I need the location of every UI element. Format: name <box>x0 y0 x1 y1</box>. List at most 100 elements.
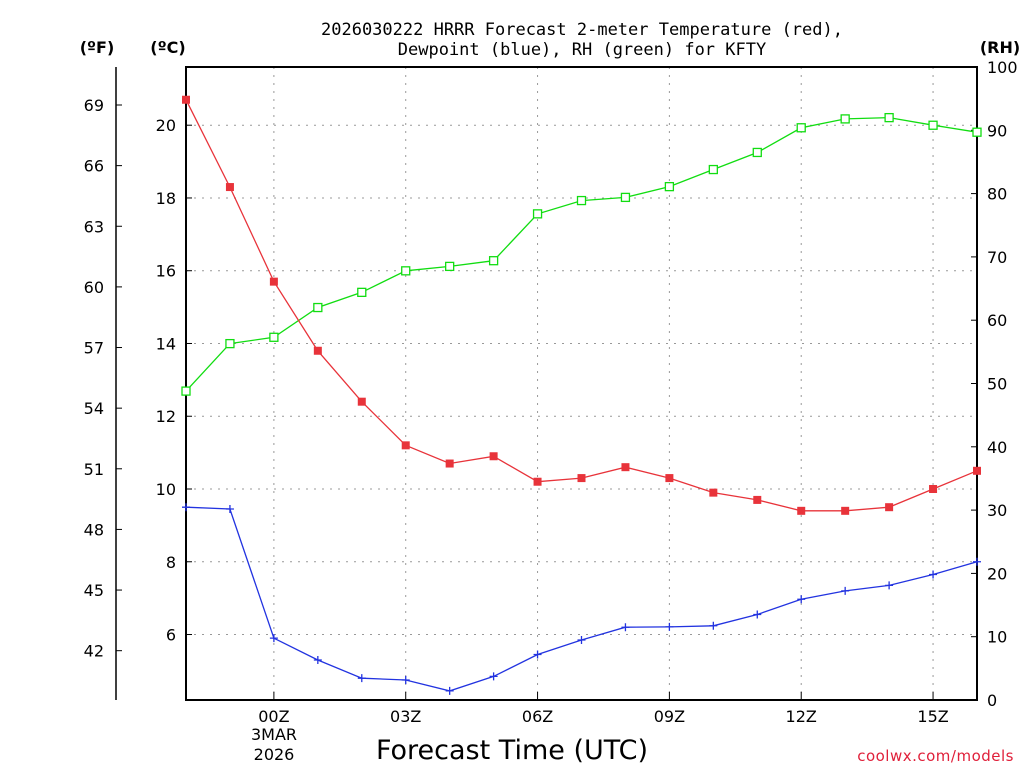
dewpoint-line <box>185 506 978 692</box>
dewpoint-point <box>489 672 498 681</box>
temperature-point <box>709 488 718 497</box>
temperature-point <box>841 506 850 515</box>
rh-point <box>488 256 499 266</box>
rh-tick-label: 30 <box>987 501 1007 520</box>
temperature-point <box>665 474 674 483</box>
celsius-tick-label: 16 <box>156 262 176 281</box>
fahrenheit-tick-label: 45 <box>84 581 104 600</box>
celsius-axis: 6 8 10 12 14 16 18 20 <box>156 116 192 645</box>
rh-tick-label: 0 <box>987 691 997 710</box>
fahrenheit-tick-label: 69 <box>84 96 104 115</box>
time-tick-label: 03Z <box>390 707 421 726</box>
dewpoint-point <box>577 635 586 644</box>
fahrenheit-axis: 42 45 48 51 54 57 60 63 66 69 <box>84 96 122 661</box>
grid-lines <box>186 67 977 700</box>
temperature-point <box>445 459 454 468</box>
rh-point <box>708 164 718 175</box>
temperature-point <box>182 95 190 104</box>
celsius-tick-label: 20 <box>156 116 176 135</box>
temperature-series <box>182 95 981 515</box>
dewpoint-point <box>973 557 981 566</box>
rh-tick-label: 100 <box>987 58 1018 77</box>
rh-tick-label: 10 <box>987 628 1007 647</box>
dewpoint-point <box>182 503 190 512</box>
fahrenheit-tick-label: 48 <box>84 520 104 539</box>
temperature-point <box>929 485 938 493</box>
dewpoint-point <box>797 595 806 604</box>
time-axis: 00Z 03Z 06Z 09Z 12Z 15Z <box>258 692 949 726</box>
series-layer <box>181 95 982 695</box>
rh-tick-label: 90 <box>987 121 1007 140</box>
fahrenheit-tick-label: 54 <box>84 399 104 418</box>
dewpoint-point <box>269 634 278 643</box>
temperature-point <box>797 506 806 515</box>
dewpoint-point <box>357 674 366 683</box>
fahrenheit-tick-label: 51 <box>84 460 104 479</box>
dewpoint-point <box>225 505 234 514</box>
rh-point <box>576 195 587 206</box>
celsius-tick-label: 12 <box>156 407 176 426</box>
time-tick-label: 00Z <box>258 707 289 726</box>
rh-tick-label: 40 <box>987 438 1007 457</box>
chart-title-line2: Dewpoint (blue), RH (green) for KFTY <box>398 40 766 60</box>
time-tick-label: 09Z <box>654 707 685 726</box>
temperature-point <box>489 452 498 461</box>
rh-point <box>664 181 675 192</box>
fahrenheit-tick-label: 57 <box>84 339 104 358</box>
rh-point <box>269 332 279 342</box>
plot-frame <box>185 66 978 701</box>
credit-text[interactable]: coolwx.com/models <box>857 747 1014 765</box>
fahrenheit-tick-label: 42 <box>84 642 104 661</box>
x-axis-label: Forecast Time (UTC) <box>376 735 648 766</box>
rh-point <box>752 147 762 158</box>
temperature-point <box>533 477 542 486</box>
rh-point <box>532 209 543 219</box>
temperature-point <box>577 474 586 483</box>
date-label-day: 3MAR <box>251 725 297 744</box>
temperature-point <box>357 397 366 406</box>
celsius-tick-label: 6 <box>166 626 176 645</box>
rh-line <box>185 116 978 392</box>
rh-point <box>972 127 982 137</box>
rh-point <box>181 386 191 396</box>
fahrenheit-unit-label: (ºF) <box>80 38 115 57</box>
fahrenheit-tick-label: 63 <box>84 217 104 236</box>
temperature-point <box>313 346 322 355</box>
dewpoint-series <box>182 503 981 695</box>
dewpoint-point <box>445 686 454 695</box>
rh-point <box>313 302 323 313</box>
rh-point <box>840 114 850 124</box>
dewpoint-point <box>621 623 630 632</box>
rh-point <box>928 120 938 130</box>
chart-title-line1: 2026030222 HRRR Forecast 2-meter Tempera… <box>321 20 843 40</box>
dewpoint-point <box>929 570 938 579</box>
time-tick-label: 06Z <box>522 707 553 726</box>
rh-tick-label: 60 <box>987 311 1007 330</box>
temperature-point <box>885 503 894 512</box>
rh-point <box>225 338 235 349</box>
celsius-unit-label: (ºC) <box>150 38 185 57</box>
dewpoint-point <box>753 610 762 619</box>
rh-axis: 0 10 20 30 40 50 60 70 80 90 100 <box>971 58 1018 710</box>
rh-series <box>181 112 982 396</box>
rh-tick-label: 50 <box>987 375 1007 394</box>
dewpoint-point <box>885 581 894 590</box>
rh-point <box>884 112 894 123</box>
rh-point <box>620 192 631 203</box>
rh-point <box>445 261 455 272</box>
fahrenheit-tick-label: 66 <box>84 157 104 176</box>
dewpoint-point <box>709 621 718 630</box>
dewpoint-point <box>665 622 674 631</box>
celsius-tick-label: 18 <box>156 189 176 208</box>
rh-point <box>357 287 367 297</box>
temperature-line <box>185 99 978 512</box>
date-label-year: 2026 <box>254 745 295 764</box>
rh-unit-label: (RH) <box>980 38 1020 57</box>
dewpoint-point <box>841 586 850 595</box>
rh-point <box>796 123 806 133</box>
rh-tick-label: 80 <box>987 185 1007 204</box>
dewpoint-point <box>401 675 410 684</box>
celsius-tick-label: 14 <box>156 334 176 353</box>
